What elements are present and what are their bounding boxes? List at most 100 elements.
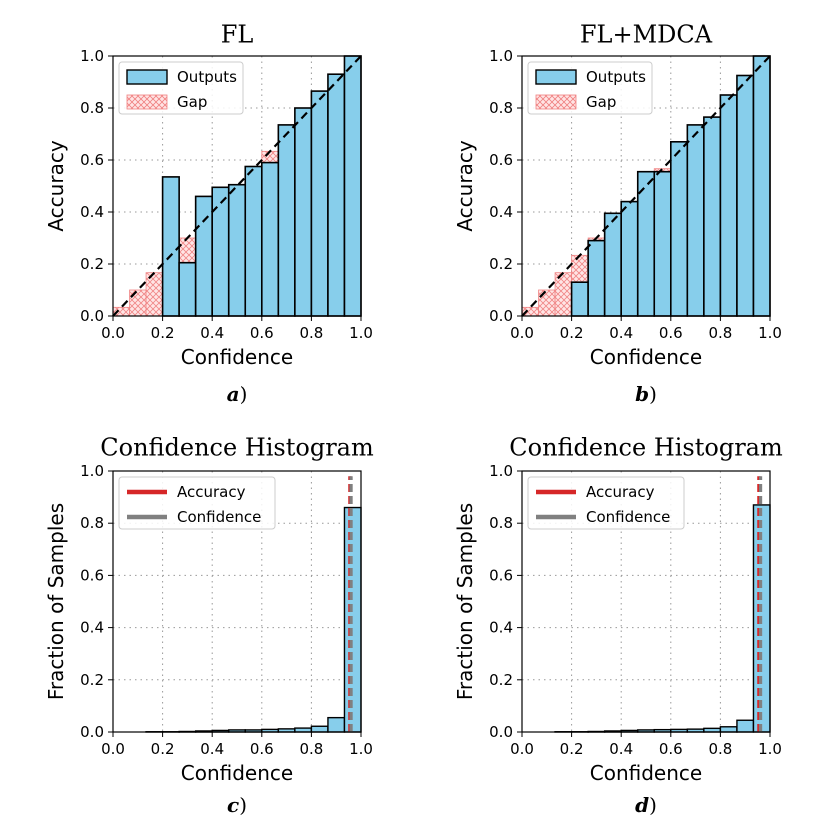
x-tick-label: 0.6 [659,324,683,342]
chart-title: FL [221,21,254,49]
y-tick-label: 0.2 [80,255,104,273]
output-bar [211,186,230,317]
y-tick-label: 0.6 [80,566,104,584]
x-tick-label: 0.8 [299,324,323,342]
caption-letter: c [227,793,239,817]
histogram-bars [145,506,362,733]
legend-label: Confidence [586,508,670,526]
x-tick-label: 0.6 [250,324,274,342]
output-bar [327,73,346,317]
x-axis-label: Confidence [181,345,293,369]
y-tick-label: 0.0 [489,723,513,741]
x-tick-label: 0.0 [101,324,125,342]
x-tick-label: 1.0 [349,324,373,342]
panel-caption: d) [635,793,657,817]
gap-bar [571,254,589,283]
caption-paren: ) [649,793,657,817]
perfect-calibration-line [521,55,771,317]
x-tick-label: 0.0 [101,740,125,758]
plot-frame [112,470,362,733]
histogram-bar [343,506,362,733]
y-tick-label: 0.4 [489,203,513,221]
x-tick-label: 0.4 [609,324,633,342]
output-bar [161,176,180,317]
output-bar [620,200,639,317]
x-axis-label: Confidence [590,345,702,369]
output-bar [277,124,296,317]
output-bar [343,55,362,317]
gap-bar [129,289,147,317]
y-axis-label: Fraction of Samples [453,503,477,700]
axis-ticks: 0.0 0.2 0.4 0.6 0.8 1.0 0.0 0.2 0.4 0.6 0.8 1.0 [80,462,373,758]
legend-label: Outputs [586,68,646,86]
chart-panel-a: 0.0 0.2 0.4 0.6 0.8 1.0 0.0 0.2 0.4 0.6 0.8 1.0 FL Co… [44,21,373,407]
output-bar [752,55,771,317]
output-bar [736,74,755,317]
plot-frame [521,55,771,317]
legend-swatch-outputs [535,69,577,85]
x-tick-label: 0.4 [200,740,224,758]
output-bars [570,55,771,317]
y-tick-label: 0.8 [489,514,513,532]
plot-frame [521,470,771,733]
panel-caption: b) [635,382,657,406]
output-bar [603,212,622,317]
x-tick-label: 0.8 [708,740,732,758]
x-tick-label: 0.8 [708,324,732,342]
y-tick-label: 1.0 [80,47,104,65]
y-tick-label: 0.0 [80,307,104,325]
histogram-bar [719,726,738,733]
y-tick-label: 0.6 [489,566,513,584]
y-tick-label: 0.8 [80,514,104,532]
y-axis-label: Accuracy [453,140,477,231]
y-tick-label: 0.0 [489,307,513,325]
legend: Outputs Gap [118,61,244,115]
chart-title: FL+MDCA [580,21,713,49]
y-tick-label: 0.2 [489,255,513,273]
y-tick-label: 0.2 [489,671,513,689]
y-axis-label: Accuracy [44,140,68,231]
gap-bar [554,272,573,317]
output-bar [244,165,263,317]
x-tick-label: 0.8 [299,740,323,758]
output-bar [703,116,722,317]
caption-letter: b [635,382,649,406]
output-bar [653,170,672,317]
x-tick-label: 1.0 [758,740,782,758]
x-tick-label: 1.0 [758,324,782,342]
gap-bar [178,237,197,264]
panel-caption: c) [227,793,247,817]
gap-bar [538,289,556,317]
y-tick-label: 0.6 [489,151,513,169]
output-bar [686,124,705,317]
y-tick-label: 1.0 [489,462,513,480]
x-tick-label: 0.2 [151,740,175,758]
histogram-bar [310,725,329,733]
output-bar [310,90,329,317]
chart-panel-c: 0.0 0.2 0.4 0.6 0.8 1.00.00.20.40.60.81.0Conf… [44,434,374,818]
x-tick-label: 0.0 [510,324,534,342]
output-bar [719,94,738,317]
output-bar [294,107,313,317]
gap-bar [145,272,163,317]
legend-label: Accuracy [177,483,246,501]
gap-bar [261,150,279,163]
x-tick-label: 0.2 [151,324,175,342]
legend: Outputs Gap [527,61,653,115]
y-tick-label: 0.4 [80,203,104,221]
chart-panel-d: 0.0 0.2 0.4 0.6 0.8 1.00.00.20.40.60.81.0Conf… [453,434,783,818]
axis-ticks: 0.0 0.2 0.4 0.6 0.8 1.0 0.0 0.2 0.4 0.6 0.8 1.0 [489,47,782,342]
caption-letter: a [227,382,240,406]
legend-swatch-outputs [126,69,168,85]
output-bar [194,195,214,317]
y-tick-label: 0.2 [80,671,104,689]
output-bar [260,161,280,317]
legend-swatch-gap [535,94,577,110]
legend-label: Accuracy [586,483,655,501]
chart-panel-b: 0.0 0.2 0.4 0.6 0.8 1.0 0.0 0.2 0.4 0.6 0.8 1.0 FL+M… [453,21,782,407]
histogram-bar [327,716,346,733]
x-tick-label: 0.2 [560,740,584,758]
panel-caption: a) [227,382,248,406]
legend-label: Outputs [177,68,237,86]
